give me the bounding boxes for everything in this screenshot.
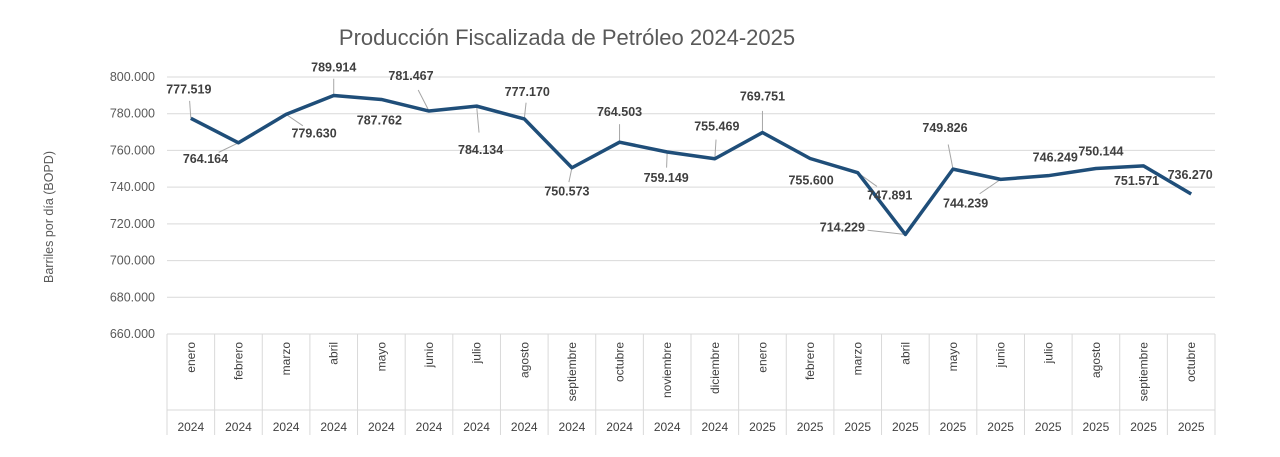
x-tick-label-month: septiembre — [565, 342, 579, 402]
x-tick-label-year: 2024 — [463, 420, 490, 434]
x-tick-label-year: 2024 — [368, 420, 395, 434]
data-label: 777.519 — [166, 82, 211, 96]
x-tick-label-year: 2025 — [892, 420, 919, 434]
data-label-leader — [523, 102, 527, 119]
chart-title: Producción Fiscalizada de Petróleo 2024-… — [339, 25, 795, 50]
x-tick-label-year: 2025 — [1035, 420, 1062, 434]
x-tick-label-month: febrero — [231, 342, 245, 380]
data-label: 750.144 — [1078, 145, 1123, 159]
data-label-leader — [867, 229, 906, 235]
x-tick-label-month: agosto — [1089, 342, 1103, 378]
data-label: 746.249 — [1033, 151, 1078, 165]
x-tick-label-month: junio — [422, 342, 436, 369]
x-tick-label-month: diciembre — [708, 342, 722, 394]
y-tick-label: 700.000 — [110, 254, 155, 268]
data-series-line — [190, 93, 1193, 237]
x-tick-label-month: marzo — [851, 342, 865, 376]
x-tick-label-year: 2024 — [606, 420, 633, 434]
x-tick-label-month: mayo — [946, 342, 960, 372]
x-tick-label-year: 2025 — [749, 420, 776, 434]
data-label: 750.573 — [544, 185, 589, 199]
data-label: 714.229 — [820, 220, 865, 234]
data-label: 764.503 — [597, 105, 642, 119]
x-tick-label-year: 2024 — [559, 420, 586, 434]
x-tick-label-year: 2025 — [1130, 420, 1157, 434]
data-label-leader — [947, 144, 954, 170]
x-tick-label-year: 2025 — [844, 420, 871, 434]
data-label: 751.571 — [1114, 174, 1159, 188]
data-label: 784.134 — [458, 143, 503, 157]
data-label: 749.826 — [922, 121, 967, 135]
data-label-leader — [979, 178, 1001, 195]
x-tick-label-month: marzo — [279, 342, 293, 376]
x-tick-label-month: noviembre — [660, 342, 674, 398]
data-label: 787.762 — [357, 113, 402, 127]
x-tick-label-year: 2025 — [1178, 420, 1205, 434]
data-label-leader — [189, 100, 192, 119]
x-tick-label-month: enero — [184, 342, 198, 373]
x-tick-label-month: febrero — [803, 342, 817, 380]
x-tick-label-month: septiembre — [1137, 342, 1151, 402]
x-tick-label-year: 2024 — [416, 420, 443, 434]
x-tick-label-year: 2024 — [701, 420, 728, 434]
data-label: 755.600 — [788, 174, 833, 188]
x-tick-label-month: octubre — [613, 342, 627, 382]
y-tick-label: 780.000 — [110, 107, 155, 121]
y-tick-label: 740.000 — [110, 180, 155, 194]
x-tick-label-month: octubre — [1184, 342, 1198, 382]
x-tick-label-month: abril — [327, 342, 341, 365]
x-tick-label-year: 2025 — [987, 420, 1014, 434]
x-tick-label-year: 2024 — [177, 420, 204, 434]
data-label: 777.170 — [505, 85, 550, 99]
x-tick-label-year: 2025 — [1083, 420, 1110, 434]
data-label-leader — [218, 142, 239, 153]
y-tick-label: 760.000 — [110, 143, 155, 157]
y-tick-label: 720.000 — [110, 217, 155, 231]
y-tick-label: 680.000 — [110, 290, 155, 304]
data-label: 744.239 — [943, 196, 988, 210]
y-tick-label: 660.000 — [110, 327, 155, 341]
x-tick-label-year: 2024 — [273, 420, 300, 434]
x-tick-label-month: julio — [470, 342, 484, 365]
x-tick-label-month: julio — [1041, 342, 1055, 365]
x-tick-label-year: 2024 — [654, 420, 681, 434]
x-tick-label-month: agosto — [517, 342, 531, 378]
data-label-leader — [714, 139, 717, 159]
data-label-leader — [666, 151, 668, 168]
x-tick-label-year: 2024 — [320, 420, 347, 434]
data-label: 764.164 — [183, 152, 228, 166]
data-label: 789.914 — [311, 61, 356, 75]
x-tick-label-year: 2025 — [797, 420, 824, 434]
data-label: 736.270 — [1168, 168, 1213, 182]
y-tick-label: 800.000 — [110, 70, 155, 84]
x-tick-label-year: 2025 — [940, 420, 967, 434]
y-axis-label: Barriles por día (BOPD) — [42, 151, 56, 283]
data-label: 781.467 — [388, 69, 433, 83]
data-label-leader — [476, 106, 480, 133]
x-tick-label-month: abril — [898, 342, 912, 365]
x-tick-label-month: mayo — [374, 342, 388, 372]
data-label-leader — [417, 89, 430, 112]
x-tick-label-year: 2024 — [225, 420, 252, 434]
data-label: 779.630 — [291, 126, 336, 140]
data-label: 759.149 — [644, 171, 689, 185]
data-label: 755.469 — [694, 120, 739, 134]
data-label-leader — [285, 113, 304, 127]
x-tick-label-month: enero — [755, 342, 769, 373]
x-tick-label-month: junio — [994, 342, 1008, 369]
data-label-leader — [568, 167, 573, 183]
x-tick-label-year: 2024 — [511, 420, 538, 434]
data-label: 747.891 — [867, 189, 912, 203]
data-label: 769.751 — [740, 90, 785, 104]
